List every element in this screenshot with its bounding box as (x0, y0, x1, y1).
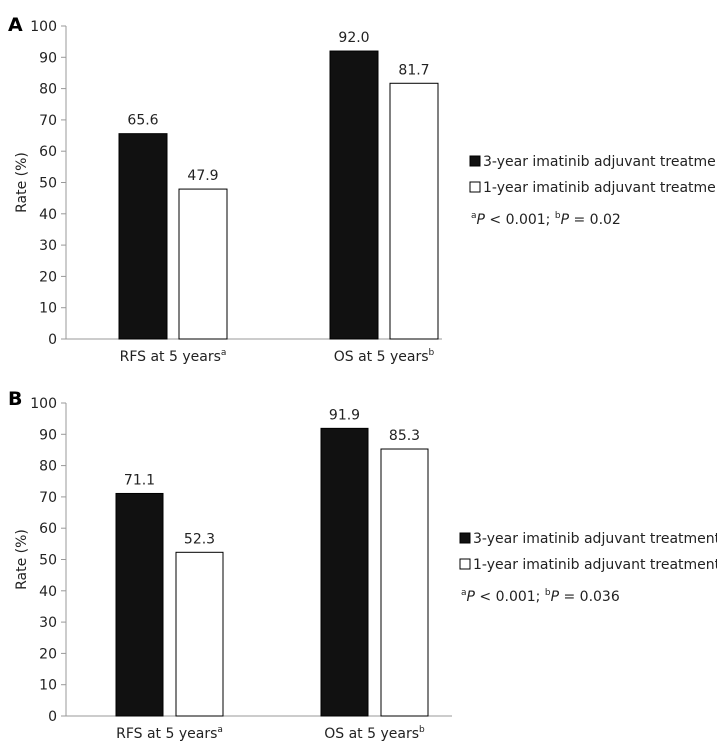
x-tick-label: OS at 5 yearsb (324, 725, 425, 742)
y-tick-label: 80 (39, 82, 57, 98)
legend-label: 1-year imatinib adjuvant treatment (483, 180, 717, 196)
data-label: 47.9 (187, 168, 218, 184)
y-axis-label: Rate (%) (14, 529, 30, 590)
bar (320, 427, 369, 717)
x-tick-label: RFS at 5 yearsa (116, 725, 223, 742)
data-label: 52.3 (184, 531, 215, 547)
legend-label: 3-year imatinib adjuvant treatment (473, 531, 717, 547)
y-tick-label: 70 (39, 490, 57, 506)
y-tick-label: 50 (39, 176, 57, 192)
legend-swatch (469, 181, 481, 193)
y-tick-label: 40 (39, 207, 57, 223)
y-tick-label: 40 (39, 584, 57, 600)
y-tick-label: 20 (39, 646, 57, 662)
y-tick-label: 10 (39, 678, 57, 694)
bar (329, 50, 379, 340)
legend-swatch (459, 558, 471, 570)
x-tick-label: OS at 5 yearsb (334, 348, 435, 365)
bar (175, 551, 224, 717)
y-tick-label: 20 (39, 269, 57, 285)
bar (389, 82, 439, 340)
y-tick-label: 70 (39, 113, 57, 129)
data-label: 91.9 (329, 407, 360, 423)
legend: 3-year imatinib adjuvant treatment 1-year… (469, 154, 717, 196)
y-tick-label: 60 (39, 521, 57, 537)
y-tick-label: 50 (39, 553, 57, 569)
legend: 3-year imatinib adjuvant treatment 1-year… (459, 531, 717, 573)
bar (118, 133, 168, 340)
data-label: 81.7 (398, 62, 429, 78)
y-tick-label: 100 (30, 396, 57, 412)
y-tick-label: 100 (30, 19, 57, 35)
panel-label: A (8, 14, 23, 36)
y-tick-label: 30 (39, 615, 57, 631)
y-axis-label: Rate (%) (14, 152, 30, 213)
y-tick-label: 0 (48, 332, 57, 348)
data-label: 71.1 (124, 472, 155, 488)
bar (178, 188, 228, 340)
y-tick-label: 30 (39, 238, 57, 254)
legend-label: 3-year imatinib adjuvant treatment (483, 154, 717, 170)
panel-label: B (8, 388, 22, 410)
y-tick-label: 10 (39, 301, 57, 317)
data-label: 65.6 (127, 113, 158, 129)
legend-swatch (459, 532, 471, 544)
bar (115, 492, 164, 717)
data-label: 85.3 (389, 428, 420, 444)
legend-swatch (469, 155, 481, 167)
legend-label: 1-year imatinib adjuvant treatment (473, 557, 717, 573)
x-tick-label: RFS at 5 yearsa (120, 348, 227, 365)
y-tick-label: 90 (39, 50, 57, 66)
y-tick-label: 60 (39, 144, 57, 160)
bar (380, 448, 429, 717)
chart-panel-b: B 0 10 20 30 40 50 60 70 80 90 100 Rate (%) 71.1 52.3 R… (8, 388, 717, 742)
p-value-note: aP < 0.001; bP = 0.02 (471, 211, 621, 228)
data-label: 92.0 (338, 30, 369, 46)
chart-panel-a: A 0 10 20 30 40 50 60 70 80 90 100 Rate (%) 65.6 47.9 R… (8, 14, 717, 365)
y-tick-label: 80 (39, 459, 57, 475)
y-tick-label: 0 (48, 709, 57, 725)
p-value-note: aP < 0.001; bP = 0.036 (461, 588, 620, 605)
y-tick-label: 90 (39, 427, 57, 443)
